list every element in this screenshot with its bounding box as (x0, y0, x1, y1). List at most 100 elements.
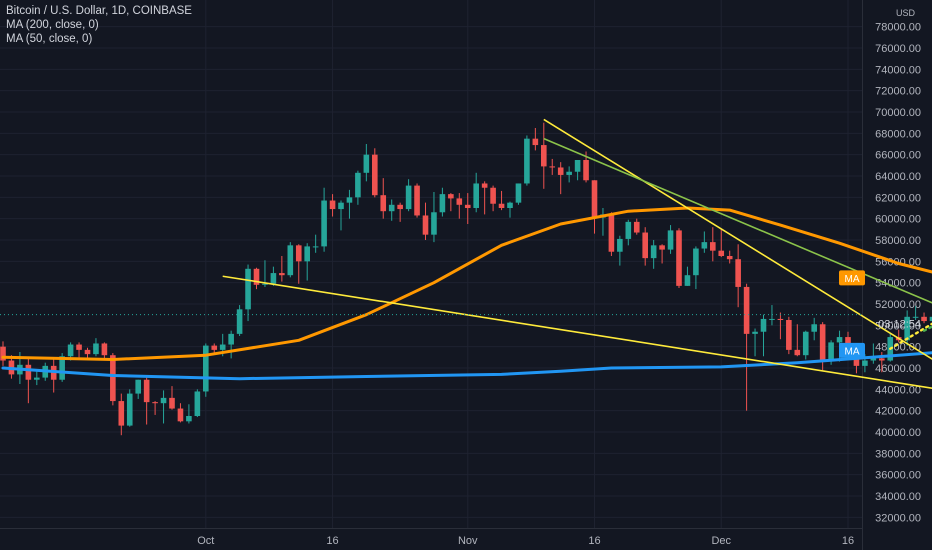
candle (177, 403, 184, 423)
candle (253, 267, 260, 290)
current-price-tag: 03:12:54 (878, 319, 921, 331)
candle-body (34, 377, 40, 380)
candle-body (262, 283, 268, 285)
candle (473, 172, 479, 213)
candle-body (236, 309, 243, 334)
candle-body (574, 160, 581, 172)
candle-body (414, 185, 420, 216)
candle (642, 227, 648, 266)
candle (591, 180, 598, 234)
candle (498, 190, 505, 211)
time-tick-label: 16 (326, 535, 338, 547)
candle-body (388, 204, 395, 212)
candle-body (245, 268, 251, 310)
ma200-legend[interactable]: MA (200, close, 0) (6, 19, 99, 31)
candle-body (177, 408, 184, 422)
candle-body (507, 202, 513, 208)
candle-body (397, 204, 403, 210)
candle (786, 316, 792, 355)
candle-body (143, 379, 150, 403)
candle-body (769, 318, 775, 320)
candle (0, 341, 6, 366)
candle-body (667, 230, 674, 250)
trendlines (222, 118, 932, 389)
candle-body (93, 343, 99, 355)
candle (794, 324, 801, 357)
price-tick-label: 76000.00 (875, 43, 921, 55)
candle (186, 404, 192, 424)
candle-body (219, 344, 226, 350)
candle (710, 227, 716, 262)
time-tick-label: 16 (842, 535, 854, 547)
candle-body (211, 345, 218, 350)
price-tick-label: 42000.00 (875, 406, 921, 418)
candle (228, 330, 234, 359)
price-tick-label: 60000.00 (875, 214, 921, 226)
candle (135, 379, 141, 399)
price-tick-label: 62000.00 (875, 192, 921, 204)
candle-body (321, 200, 327, 247)
candle (304, 243, 310, 281)
candle-body (431, 212, 437, 235)
candle (321, 187, 327, 252)
candle-body (126, 393, 133, 426)
candle (777, 312, 784, 340)
candle-body (836, 337, 843, 343)
candle-body (118, 401, 125, 426)
candle-body (659, 245, 665, 250)
price-tick-label: 58000.00 (875, 235, 921, 247)
candle (659, 244, 665, 264)
candle-body (295, 245, 302, 262)
candle-body (828, 342, 834, 361)
candle (169, 386, 175, 410)
candle-body (743, 286, 750, 334)
candle (515, 183, 522, 205)
candle-body (464, 204, 471, 208)
candle (405, 179, 412, 212)
candle (439, 187, 446, 217)
candle-body (25, 364, 32, 380)
candle (372, 148, 378, 198)
price-tick-label: 44000.00 (875, 384, 921, 396)
candle-body (718, 250, 725, 256)
candle-body (726, 256, 733, 260)
candle (802, 330, 809, 360)
candle (312, 234, 319, 253)
candle (549, 158, 556, 175)
candle (101, 342, 108, 359)
candle (118, 393, 125, 436)
candle-body (186, 416, 192, 422)
candle (431, 192, 437, 243)
candle (870, 343, 877, 364)
candle (211, 343, 218, 354)
candle-body (194, 391, 201, 416)
ma50-legend[interactable]: MA (50, close, 0) (6, 33, 93, 45)
trendline (222, 275, 932, 389)
candle (93, 338, 99, 357)
candle-body (870, 358, 877, 361)
candle (718, 229, 725, 258)
candle-body (625, 221, 632, 239)
candle-body (372, 154, 378, 196)
candle (726, 250, 733, 264)
candle (650, 240, 657, 269)
candle-body (777, 318, 784, 320)
candle (464, 193, 471, 224)
candle-body (650, 245, 657, 259)
candle-body (0, 346, 6, 361)
price-tick-label: 38000.00 (875, 448, 921, 460)
candle-body (228, 333, 234, 345)
candle-body (921, 316, 927, 322)
candle-body (676, 230, 682, 286)
candle (701, 231, 708, 253)
currency-label: USD (896, 8, 916, 18)
price-tick-label: 72000.00 (875, 86, 921, 98)
price-tick-label: 52000.00 (875, 299, 921, 311)
ma50-price-tag: MA (839, 270, 865, 286)
symbol-title[interactable]: Bitcoin / U.S. Dollar, 1D, COINBASE (6, 5, 192, 17)
candle-body (811, 324, 817, 332)
candle-body (752, 331, 758, 334)
candle (448, 193, 454, 212)
candle-body (346, 197, 353, 203)
